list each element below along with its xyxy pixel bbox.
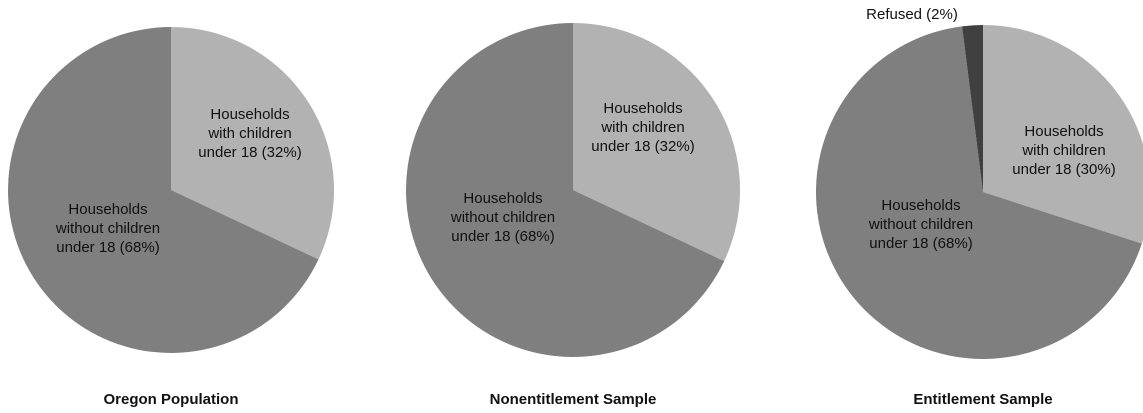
- slice-label-3-3: Refused (2%): [866, 6, 958, 23]
- pie-chart-3: Households with children under 18 (30%) Hou…: [816, 6, 1143, 408]
- pie-slice-3-1: [983, 25, 1143, 244]
- pie-slice-2-2: [406, 23, 725, 357]
- pie-slice-3-2: [816, 26, 1142, 360]
- chart-title-2: Nonentitlement Sample: [490, 391, 657, 408]
- pie-chart-1: Households with children under 18 (32%) Hou…: [8, 27, 335, 408]
- pie-slice-1-2: [8, 27, 319, 353]
- slice-label-3-2: Households without children under 18 (68%): [868, 197, 973, 252]
- pie-slice-2-1: [573, 23, 741, 262]
- slice-label-2-2: Households without children under 18 (68%): [450, 190, 555, 245]
- slice-label-2-1: Households with children under 18 (32%): [591, 100, 694, 155]
- slice-label-1-1: Households with children under 18 (32%): [198, 106, 301, 161]
- pie-chart-2: Households with children under 18 (32%) Hou…: [406, 23, 741, 408]
- chart-title-1: Oregon Population: [104, 391, 239, 408]
- slice-label-1-2: Households without children under 18 (68%): [55, 201, 160, 256]
- chart-title-3: Entitlement Sample: [913, 391, 1052, 408]
- pie-slice-3-3: [962, 25, 983, 192]
- slice-label-3-1: Households with children under 18 (30%): [1012, 123, 1115, 178]
- pie-slice-1-1: [171, 27, 335, 260]
